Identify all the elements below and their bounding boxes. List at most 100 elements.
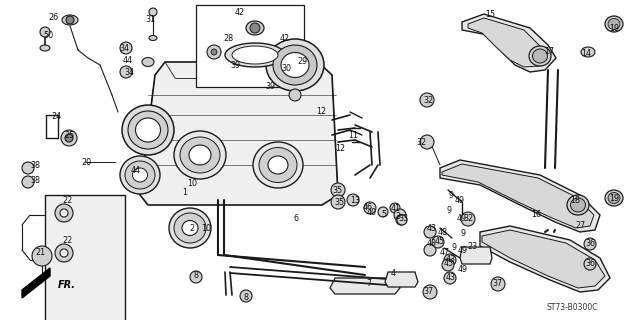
Ellipse shape xyxy=(529,46,551,66)
Ellipse shape xyxy=(128,111,168,149)
Text: 49: 49 xyxy=(458,245,468,254)
Bar xyxy=(45,195,125,320)
Text: 9: 9 xyxy=(452,243,457,252)
Text: 33: 33 xyxy=(398,213,408,222)
Circle shape xyxy=(331,195,345,209)
Circle shape xyxy=(22,176,34,188)
Circle shape xyxy=(423,285,437,299)
Ellipse shape xyxy=(225,43,285,67)
Text: 15: 15 xyxy=(485,10,495,19)
Circle shape xyxy=(424,226,436,238)
Ellipse shape xyxy=(266,39,324,91)
Text: 36: 36 xyxy=(585,238,595,247)
Circle shape xyxy=(61,130,77,146)
Text: 49: 49 xyxy=(455,196,465,204)
Ellipse shape xyxy=(259,148,297,182)
Circle shape xyxy=(149,8,157,16)
Text: 34: 34 xyxy=(119,44,129,52)
Text: 39: 39 xyxy=(230,60,240,69)
Text: 2: 2 xyxy=(189,223,195,233)
Text: 5: 5 xyxy=(382,210,387,219)
Polygon shape xyxy=(140,62,338,205)
Text: 43: 43 xyxy=(446,273,456,282)
Text: 42: 42 xyxy=(235,7,245,17)
Text: 43: 43 xyxy=(427,223,437,233)
Polygon shape xyxy=(462,14,556,72)
Circle shape xyxy=(32,246,52,266)
Circle shape xyxy=(390,203,400,213)
Text: 3: 3 xyxy=(396,212,401,220)
Circle shape xyxy=(491,277,505,291)
Ellipse shape xyxy=(122,105,174,155)
Text: 43: 43 xyxy=(446,255,456,265)
Bar xyxy=(196,5,304,87)
Circle shape xyxy=(397,215,407,225)
Circle shape xyxy=(190,271,202,283)
Circle shape xyxy=(420,93,434,107)
Text: 37: 37 xyxy=(492,278,502,287)
Ellipse shape xyxy=(174,213,206,243)
Text: 40: 40 xyxy=(367,207,377,217)
Circle shape xyxy=(331,183,345,197)
Text: 18: 18 xyxy=(570,196,580,204)
Circle shape xyxy=(461,212,475,226)
Text: 29: 29 xyxy=(298,57,308,66)
Text: 10: 10 xyxy=(201,223,211,233)
Text: 34: 34 xyxy=(124,68,134,76)
Text: 49: 49 xyxy=(458,265,468,274)
Ellipse shape xyxy=(174,131,226,179)
Text: 10: 10 xyxy=(187,179,197,188)
Ellipse shape xyxy=(281,52,309,77)
Text: 32: 32 xyxy=(423,95,433,105)
Ellipse shape xyxy=(169,208,211,248)
Text: 44: 44 xyxy=(131,165,141,174)
Text: 8: 8 xyxy=(193,271,198,281)
Circle shape xyxy=(250,23,260,33)
Text: 48: 48 xyxy=(438,228,448,236)
Circle shape xyxy=(22,162,34,174)
Polygon shape xyxy=(440,160,600,232)
Circle shape xyxy=(394,209,406,221)
Ellipse shape xyxy=(268,156,288,174)
Circle shape xyxy=(584,258,596,270)
Ellipse shape xyxy=(142,58,154,67)
Ellipse shape xyxy=(189,145,211,165)
Ellipse shape xyxy=(135,118,161,142)
Text: 8: 8 xyxy=(244,293,248,302)
Circle shape xyxy=(60,209,68,217)
Circle shape xyxy=(55,244,73,262)
Text: 7: 7 xyxy=(366,278,371,287)
Text: 41: 41 xyxy=(391,204,401,212)
Text: 35: 35 xyxy=(332,186,342,195)
Circle shape xyxy=(65,134,73,142)
Ellipse shape xyxy=(125,161,155,189)
Text: 44: 44 xyxy=(123,55,133,65)
Text: 12: 12 xyxy=(316,107,326,116)
Circle shape xyxy=(424,244,436,256)
Text: FR.: FR. xyxy=(58,280,76,290)
Text: 6: 6 xyxy=(293,213,299,222)
Ellipse shape xyxy=(605,16,623,32)
Text: 35: 35 xyxy=(334,197,344,206)
Text: 36: 36 xyxy=(585,260,595,268)
Circle shape xyxy=(396,215,406,225)
Polygon shape xyxy=(460,247,492,264)
Text: 45: 45 xyxy=(444,260,454,268)
Circle shape xyxy=(66,16,74,24)
Circle shape xyxy=(432,236,444,248)
Text: 19: 19 xyxy=(609,23,619,33)
Text: 32: 32 xyxy=(416,138,426,147)
Ellipse shape xyxy=(605,190,623,206)
Text: 37: 37 xyxy=(423,286,433,295)
Text: 9: 9 xyxy=(449,190,454,199)
Text: 23: 23 xyxy=(467,242,477,251)
Ellipse shape xyxy=(533,49,547,63)
Ellipse shape xyxy=(120,156,160,194)
Text: 19: 19 xyxy=(609,194,619,203)
Ellipse shape xyxy=(608,193,620,204)
Text: 14: 14 xyxy=(581,49,591,58)
Ellipse shape xyxy=(273,45,317,85)
Circle shape xyxy=(55,204,73,222)
Text: 20: 20 xyxy=(81,157,91,166)
Ellipse shape xyxy=(567,195,589,215)
